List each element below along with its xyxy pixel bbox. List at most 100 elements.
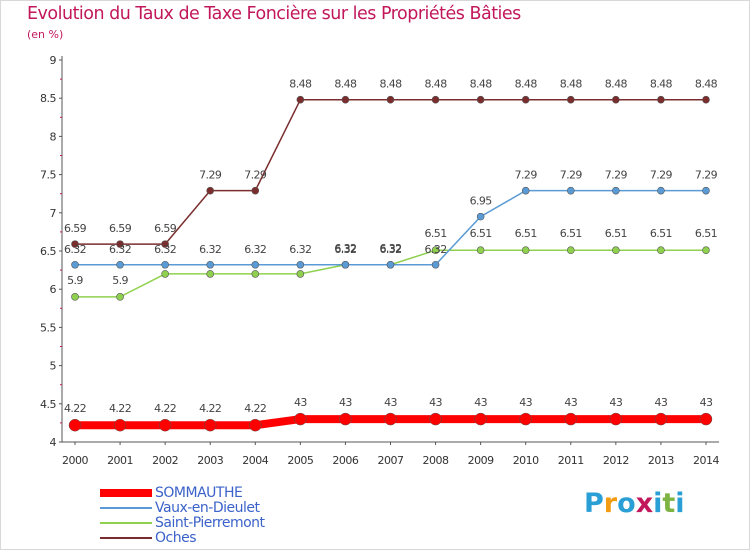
- data-point: [612, 246, 620, 255]
- data-point: [431, 246, 440, 255]
- y-tick-label: 5.5: [40, 321, 56, 334]
- data-label: 43: [655, 396, 668, 409]
- data-label: 43: [474, 396, 487, 409]
- x-tick-label: 2008: [423, 454, 449, 467]
- data-label: 43: [294, 396, 307, 409]
- legend-swatch: [100, 537, 152, 539]
- data-point: [339, 412, 352, 426]
- x-tick-label: 2001: [107, 454, 133, 467]
- data-label: 8.48: [470, 78, 493, 91]
- data-point: [116, 260, 124, 269]
- data-point: [431, 260, 440, 269]
- data-label: 4.22: [154, 402, 176, 415]
- data-point: [161, 260, 169, 269]
- data-point: [386, 95, 395, 104]
- data-point: [702, 95, 710, 104]
- data-point: [386, 260, 395, 269]
- data-point: [657, 95, 665, 104]
- legend-item: SOMMAUTHE: [100, 485, 400, 501]
- y-tick-label: 7.5: [40, 169, 56, 182]
- x-tick-label: 2013: [648, 454, 674, 467]
- data-label: 8.48: [379, 78, 402, 91]
- legend-label: Vaux-en-Dieulet: [155, 500, 260, 516]
- data-point: [206, 186, 215, 195]
- data-label: 6.59: [109, 222, 132, 235]
- data-point: [474, 412, 487, 426]
- data-label: 6.59: [154, 222, 177, 235]
- logo-letter: o: [617, 488, 636, 519]
- legend-swatch: [100, 489, 152, 497]
- data-label: 6.51: [650, 227, 672, 240]
- data-label: 7.29: [650, 169, 673, 182]
- data-point: [341, 260, 350, 269]
- data-point: [521, 186, 530, 195]
- x-tick-label: 2000: [62, 454, 88, 467]
- y-tick-label: 4.5: [40, 398, 56, 411]
- data-label: 43: [564, 396, 577, 409]
- data-label: 6.32: [109, 243, 131, 256]
- data-point: [429, 412, 442, 426]
- data-label: 6.32: [244, 243, 266, 256]
- data-label: 6.51: [470, 227, 492, 240]
- data-label: 6.59: [64, 222, 87, 235]
- data-point: [294, 412, 307, 426]
- data-label: 7.29: [515, 169, 538, 182]
- data-point: [702, 186, 710, 195]
- data-label: 8.48: [425, 78, 448, 91]
- data-label: 7.29: [199, 169, 222, 182]
- data-label: 6.32: [64, 243, 86, 256]
- data-point: [203, 418, 217, 432]
- data-label: 7.29: [605, 169, 628, 182]
- data-label: 43: [609, 396, 622, 409]
- data-label: 7.29: [695, 169, 718, 182]
- legend-item: Oches: [100, 530, 400, 546]
- data-point: [296, 270, 305, 278]
- legend-item: Vaux-en-Dieulet: [100, 500, 400, 516]
- x-tick-label: 2011: [558, 454, 584, 467]
- data-point: [296, 95, 305, 104]
- data-point: [161, 270, 169, 278]
- proxiti-logo: Proxiti: [584, 488, 685, 519]
- data-label: 8.48: [605, 78, 628, 91]
- data-point: [68, 418, 82, 432]
- data-label: 6.32: [154, 243, 176, 256]
- data-point: [113, 418, 127, 432]
- data-point: [116, 240, 124, 248]
- y-tick-label: 7: [50, 207, 57, 220]
- data-point: [251, 270, 260, 278]
- y-unit-label: (en %): [27, 28, 64, 41]
- logo-letter: t: [662, 488, 676, 519]
- data-label: 6.51: [560, 227, 582, 240]
- logo-letter: i: [675, 488, 685, 519]
- x-tick-label: 2010: [513, 454, 539, 467]
- data-label: 6.32: [379, 243, 401, 256]
- data-point: [566, 186, 575, 195]
- legend-label: Saint-Pierremont: [155, 515, 265, 531]
- data-point: [206, 260, 215, 269]
- logo-letter: r: [603, 488, 618, 519]
- data-point: [71, 293, 79, 301]
- chart-title: Evolution du Taux de Taxe Foncière sur l…: [27, 4, 521, 24]
- legend-swatch: [100, 522, 152, 524]
- data-label: 8.48: [289, 78, 312, 91]
- x-tick-label: 2009: [468, 454, 494, 467]
- data-point: [521, 95, 530, 104]
- series-line-saint-pierremont: [75, 249, 706, 298]
- legend-label: Oches: [155, 530, 197, 546]
- data-point: [251, 260, 260, 269]
- data-label: 6.32: [379, 242, 401, 255]
- data-label: 43: [339, 396, 352, 409]
- data-point: [384, 412, 397, 426]
- x-tick-label: 2012: [603, 454, 629, 467]
- data-label: 5.9: [67, 274, 83, 287]
- data-point: [161, 240, 169, 248]
- y-tick-label: 9: [50, 54, 57, 67]
- data-label: 4.22: [244, 402, 266, 415]
- data-point: [206, 270, 215, 278]
- x-tick-label: 2006: [332, 454, 358, 467]
- data-label: 8.48: [515, 78, 538, 91]
- data-label: 4.22: [64, 402, 86, 415]
- data-point: [521, 246, 530, 255]
